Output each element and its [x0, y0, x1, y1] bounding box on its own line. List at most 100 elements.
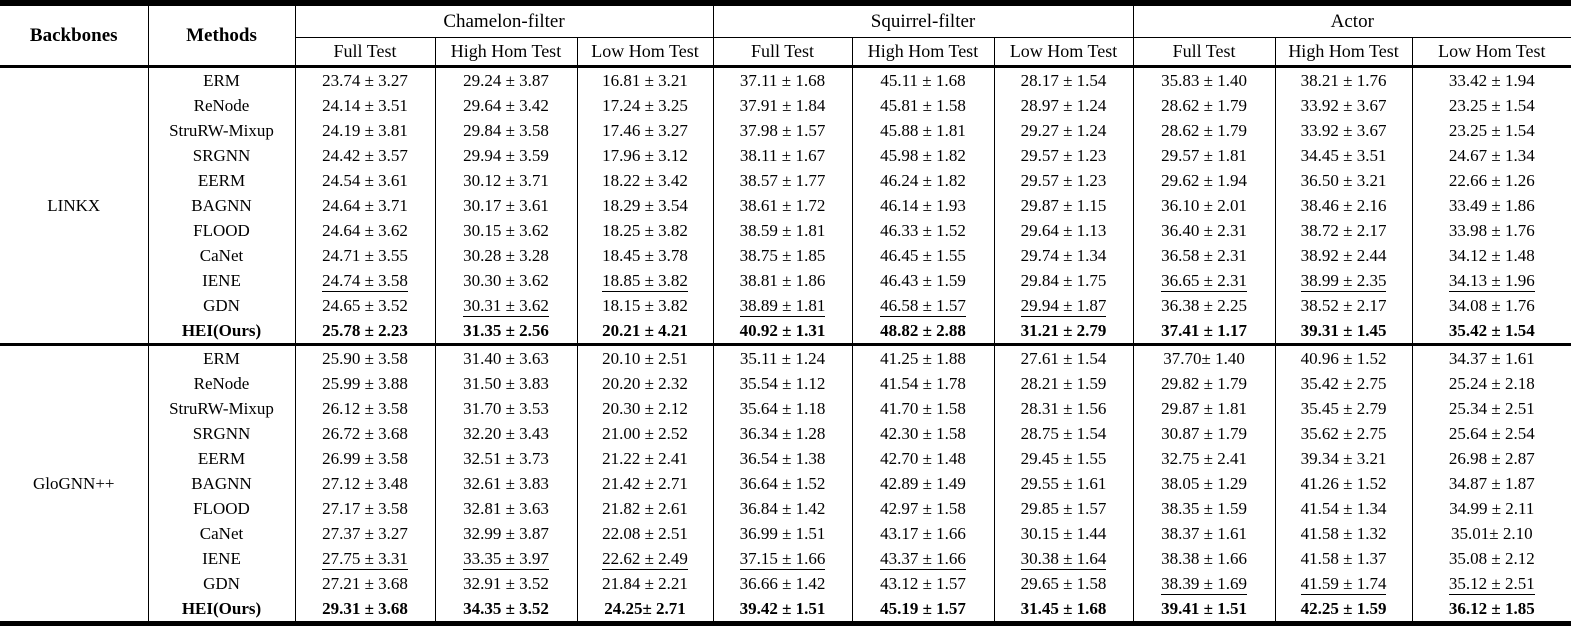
metric-cell: 45.11 ± 1.68	[851, 66, 994, 93]
metric-cell: 39.41 ± 1.51	[1132, 596, 1276, 624]
subcol-squirrel-full-test: Full Test	[712, 37, 852, 67]
metric-cell: 36.65 ± 2.31	[1132, 268, 1276, 293]
metric-value: 18.25 ± 3.82	[602, 221, 688, 240]
metric-value: 38.57 ± 1.77	[739, 171, 826, 190]
metric-cell: 18.85 ± 3.82	[576, 268, 713, 293]
method-label: BAGNN	[147, 471, 295, 496]
metric-cell: 27.61 ± 1.54	[993, 344, 1134, 371]
metric-cell: 24.74 ± 3.58	[294, 268, 435, 293]
metric-cell: 32.75 ± 2.41	[1132, 446, 1276, 471]
metric-cell: 35.62 ± 2.75	[1274, 421, 1413, 446]
metric-value: 29.31 ± 3.68	[322, 599, 408, 618]
method-label: CaNet	[147, 521, 295, 546]
metric-cell: 28.75 ± 1.54	[993, 421, 1134, 446]
metric-value-underlined: 43.37 ± 1.66	[880, 549, 966, 570]
metric-value: 25.78 ± 2.23	[322, 321, 408, 340]
metric-value: 29.62 ± 1.94	[1161, 171, 1247, 190]
metric-value: 42.97 ± 1.58	[880, 499, 966, 518]
metric-value: 36.58 ± 2.31	[1161, 246, 1247, 265]
metric-value: 41.26 ± 1.52	[1300, 474, 1387, 493]
metric-value: 29.27 ± 1.24	[1020, 121, 1107, 140]
metric-cell: 28.31 ± 1.56	[993, 396, 1134, 421]
backbone-label: GloGNN++	[32, 474, 115, 493]
subcol-chamelon-full-test: Full Test	[294, 37, 435, 67]
metric-cell: 29.57 ± 1.23	[993, 143, 1134, 168]
metric-value: 36.99 ± 1.51	[739, 524, 826, 543]
metric-value: 34.37 ± 1.61	[1448, 349, 1535, 368]
metric-cell: 32.61 ± 3.83	[434, 471, 577, 496]
metric-cell: 45.19 ± 1.57	[851, 596, 994, 624]
metric-cell: 29.27 ± 1.24	[993, 118, 1134, 143]
metric-cell: 46.33 ± 1.52	[851, 218, 994, 243]
metric-value: 30.30 ± 3.62	[463, 271, 549, 290]
metric-value: 26.99 ± 3.58	[322, 449, 408, 468]
table-row: GDN 27.21 ± 3.68 32.91 ± 3.52 21.84 ± 2.21 3…	[0, 571, 1571, 596]
metric-cell: 36.38 ± 2.25	[1132, 293, 1276, 318]
metric-value: 32.51 ± 3.73	[463, 449, 549, 468]
metric-cell: 38.75 ± 1.85	[712, 243, 852, 268]
metric-cell: 36.40 ± 2.31	[1132, 218, 1276, 243]
metric-value: 24.71 ± 3.55	[322, 246, 408, 265]
metric-value: 33.92 ± 3.67	[1300, 96, 1387, 115]
metric-cell: 27.12 ± 3.48	[294, 471, 435, 496]
table-row: IENE 27.75 ± 3.31 33.35 ± 3.97 22.62 ± 2.49…	[0, 546, 1571, 571]
metric-cell: 45.88 ± 1.81	[851, 118, 994, 143]
metric-value: 34.99 ± 2.11	[1449, 499, 1535, 518]
metric-value: 39.42 ± 1.51	[739, 599, 826, 618]
metric-cell: 17.46 ± 3.27	[576, 118, 713, 143]
metric-cell: 36.58 ± 2.31	[1132, 243, 1276, 268]
metric-cell: 33.92 ± 3.67	[1274, 93, 1413, 118]
metric-value: 24.54 ± 3.61	[322, 171, 408, 190]
metric-value: 27.17 ± 3.58	[322, 499, 408, 518]
metric-value: 38.59 ± 1.81	[739, 221, 826, 240]
metric-cell: 30.31 ± 3.62	[434, 293, 577, 318]
metric-cell: 26.12 ± 3.58	[294, 396, 435, 421]
metric-cell: 35.11 ± 1.24	[712, 344, 852, 371]
metric-cell: 38.57 ± 1.77	[712, 168, 852, 193]
metric-cell: 16.81 ± 3.21	[576, 66, 713, 93]
metric-value: 36.84 ± 1.42	[739, 499, 826, 518]
metric-cell: 29.57 ± 1.81	[1132, 143, 1276, 168]
metric-cell: 31.40 ± 3.63	[434, 344, 577, 371]
metric-value: 18.29 ± 3.54	[602, 196, 688, 215]
metric-cell: 31.21 ± 2.79	[993, 318, 1134, 345]
metric-cell: 46.43 ± 1.59	[851, 268, 994, 293]
metric-value-underlined: 46.58 ± 1.57	[880, 296, 966, 317]
metric-cell: 35.64 ± 1.18	[712, 396, 852, 421]
metric-value: 35.83 ± 1.40	[1161, 71, 1247, 90]
metric-value: 42.25 ± 1.59	[1300, 599, 1387, 618]
table-row: GDN 24.65 ± 3.52 30.31 ± 3.62 18.15 ± 3.82 3…	[0, 293, 1571, 318]
metric-value: 48.82 ± 2.88	[880, 321, 966, 340]
metric-value: 46.33 ± 1.52	[880, 221, 966, 240]
method-label: GDN	[147, 571, 295, 596]
metric-value: 20.10 ± 2.51	[602, 349, 688, 368]
metric-cell: 36.34 ± 1.28	[712, 421, 852, 446]
metric-value: 27.21 ± 3.68	[322, 574, 408, 593]
metric-value: 37.70± 1.40	[1163, 349, 1245, 368]
method-label: IENE	[147, 546, 295, 571]
subcol-chamelon-high-hom-test: High Hom Test	[434, 37, 577, 67]
metric-cell: 23.25 ± 1.54	[1411, 118, 1571, 143]
metric-cell: 33.35 ± 3.97	[434, 546, 577, 571]
metric-cell: 27.37 ± 3.27	[294, 521, 435, 546]
metric-value: 27.61 ± 1.54	[1020, 349, 1107, 368]
metric-cell: 20.30 ± 2.12	[576, 396, 713, 421]
metric-value: 29.65 ± 1.58	[1020, 574, 1107, 593]
table-row: CaNet 24.71 ± 3.55 30.28 ± 3.28 18.45 ± 3.7…	[0, 243, 1571, 268]
metric-value: 40.92 ± 1.31	[739, 321, 826, 340]
metric-value-underlined: 36.65 ± 2.31	[1161, 271, 1247, 292]
metric-cell: 41.58 ± 1.32	[1274, 521, 1413, 546]
metric-value: 24.42 ± 3.57	[322, 146, 408, 165]
metric-value: 24.64 ± 3.62	[322, 221, 408, 240]
metric-value: 28.97 ± 1.24	[1020, 96, 1107, 115]
metric-value: 41.58 ± 1.32	[1300, 524, 1387, 543]
metric-value: 29.87 ± 1.81	[1161, 399, 1247, 418]
metric-value: 21.42 ± 2.71	[602, 474, 688, 493]
metric-cell: 18.25 ± 3.82	[576, 218, 713, 243]
metric-cell: 45.98 ± 1.82	[851, 143, 994, 168]
metric-value: 38.38 ± 1.66	[1161, 549, 1247, 568]
metric-value: 29.82 ± 1.79	[1161, 374, 1247, 393]
metric-cell: 28.97 ± 1.24	[993, 93, 1134, 118]
metric-cell: 27.17 ± 3.58	[294, 496, 435, 521]
metric-value: 26.12 ± 3.58	[322, 399, 408, 418]
